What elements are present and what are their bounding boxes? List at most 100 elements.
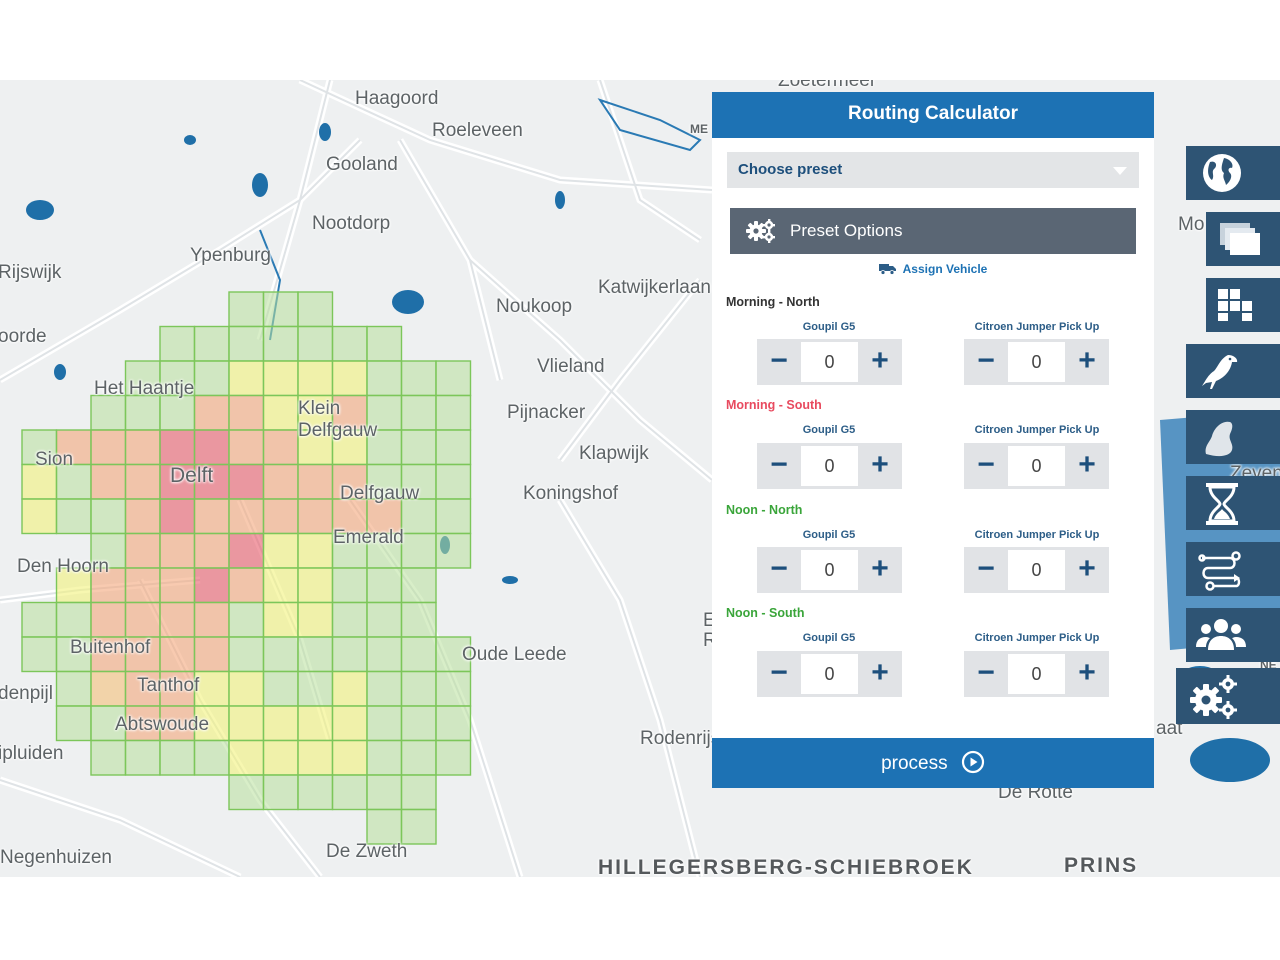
settings-button[interactable] [1176,668,1280,724]
increment-button[interactable]: + [871,344,889,377]
region-button[interactable] [1186,410,1280,464]
heatmap-cell [331,567,368,604]
heatmap-cell [193,325,230,362]
heatmap-cell [124,670,161,707]
assign-vehicle-link[interactable]: Assign Vehicle [712,262,1154,276]
heatmap-cell [435,705,472,742]
canal [597,98,702,152]
globe-icon [1203,154,1241,192]
road-edge [559,499,701,877]
quantity-input[interactable]: 0 [1008,654,1065,694]
heatmap-cell [228,670,265,707]
heatmap-cell [193,532,230,569]
road-edge [559,279,701,461]
heatmap-cell [297,774,334,811]
quantity-stepper: − 0 + [757,339,902,385]
decrement-button[interactable]: − [977,344,995,377]
heatmap-cell [366,808,403,845]
heatmap-cell [159,325,196,362]
water-body [26,200,54,220]
heatmap-cell [193,670,230,707]
decrement-button[interactable]: − [770,552,788,585]
decrement-button[interactable]: − [977,656,995,689]
increment-button[interactable]: + [1078,448,1096,481]
increment-button[interactable]: + [1078,344,1096,377]
quantity-input[interactable]: 0 [801,654,858,694]
increment-button[interactable]: + [1078,552,1096,585]
heatmap-cell [228,429,265,466]
route-icon [1198,551,1241,591]
heatmap-cell [193,429,230,466]
place-label: Rijswijk [0,262,62,283]
heatmap-cell [400,360,437,397]
heatmap-cell [400,463,437,500]
heatmap-cell [55,670,92,707]
quantity-input[interactable]: 0 [1008,342,1065,382]
heatmap-cell [193,498,230,535]
increment-button[interactable]: + [871,552,889,585]
heatmap-cell [297,739,334,776]
place-label: Buitenhof [70,637,151,658]
route-button[interactable] [1186,542,1280,596]
heatmap-cell [90,567,127,604]
heatmap-cell [435,739,472,776]
heatmap-cell [262,739,299,776]
decrement-button[interactable]: − [977,552,995,585]
decrement-button[interactable]: − [770,656,788,689]
water-body [319,123,331,141]
place-label: Noukoop [496,296,573,317]
heatmap-cell [400,670,437,707]
heatmap-cell [435,394,472,431]
quantity-input[interactable]: 0 [801,446,858,486]
heatmap-cell [366,705,403,742]
quantity-input[interactable]: 0 [801,342,858,382]
heatmap-cell [331,498,368,535]
increment-button[interactable]: + [871,448,889,481]
slot-title-morning-north: Morning - North [726,295,820,309]
globe-button[interactable] [1186,146,1280,200]
place-label: Tanthof [137,675,200,696]
heatmap-cell [331,394,368,431]
heatmap-cell [90,463,127,500]
grid-button[interactable] [1206,278,1280,332]
map-canvas[interactable] [0,80,1280,877]
heatmap-cell [331,705,368,742]
quantity-input[interactable]: 0 [1008,550,1065,590]
hourglass-button[interactable] [1186,476,1280,530]
decrement-button[interactable]: − [770,344,788,377]
heatmap-cell [262,463,299,500]
panel-title: Routing Calculator [712,92,1154,138]
water-body [252,173,268,197]
preset-options-button[interactable]: Preset Options [730,208,1136,254]
layers-button[interactable] [1206,212,1280,266]
heatmap-cell [21,498,58,535]
water-body [502,576,518,584]
preset-select[interactable]: Choose preset [727,152,1139,188]
heatmap-cell [159,532,196,569]
road-edge [469,259,713,481]
heatmap-cell [228,394,265,431]
settings-icon [1190,675,1237,719]
quantity-stepper: − 0 + [964,547,1109,593]
place-label: Negenhuizen [0,847,112,868]
decrement-button[interactable]: − [770,448,788,481]
heatmap-cell [228,601,265,638]
decrement-button[interactable]: − [977,448,995,481]
heatmap-cell [193,463,230,500]
raven-button[interactable] [1186,344,1280,398]
heatmap-cell [21,601,58,638]
water-body [1190,738,1270,782]
grid-icon [1218,289,1252,321]
quantity-input[interactable]: 0 [801,550,858,590]
increment-button[interactable]: + [1078,656,1096,689]
heatmap-cell [331,636,368,673]
users-button[interactable] [1186,608,1280,662]
heatmap-cell [400,636,437,673]
process-button[interactable]: process [712,738,1154,788]
quantity-input[interactable]: 0 [1008,446,1065,486]
increment-button[interactable]: + [871,656,889,689]
district-label: HILLEGERSBERG-SCHIEBROEK [598,856,974,877]
place-label: aat [1156,718,1183,739]
heatmap-cell [262,325,299,362]
users-icon [1196,619,1246,650]
